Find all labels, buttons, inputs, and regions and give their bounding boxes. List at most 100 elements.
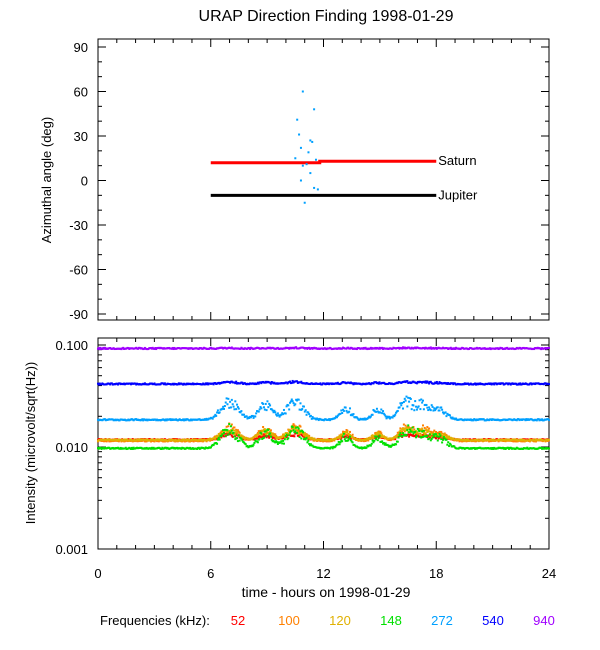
intensity-point xyxy=(238,431,241,434)
intensity-point xyxy=(397,436,400,439)
intensity-point xyxy=(454,347,457,350)
intensity-point xyxy=(309,444,312,447)
time-xtick-labels: 0 6 12 18 24 xyxy=(94,566,556,581)
intensity-point xyxy=(211,417,214,420)
intensity-point xyxy=(337,436,340,439)
intensity-point xyxy=(421,401,424,404)
intensity-point xyxy=(311,416,314,419)
intensity-point xyxy=(282,437,285,440)
intensity-point xyxy=(252,438,255,441)
intensity-point xyxy=(428,427,431,430)
intensity-point xyxy=(435,380,438,383)
intensity-point xyxy=(282,408,285,411)
intensity-point xyxy=(428,382,431,385)
intensity-point xyxy=(349,439,352,442)
intensity-point xyxy=(291,427,294,430)
intensity-point xyxy=(393,415,396,418)
intensity-point xyxy=(217,436,220,439)
intensity-point xyxy=(377,382,380,385)
azimuth-ytick-label: 0 xyxy=(81,174,88,189)
intensity-point xyxy=(133,438,136,441)
intensity-point xyxy=(406,428,409,431)
intensity-point xyxy=(441,411,444,414)
intensity-point xyxy=(376,410,379,413)
intensity-point xyxy=(420,398,423,401)
intensity-point xyxy=(382,412,385,415)
intensity-point xyxy=(287,404,290,407)
intensity-point xyxy=(365,446,368,449)
intensity-point xyxy=(233,435,236,438)
azimuth-point xyxy=(311,140,314,143)
intensity-point xyxy=(313,437,316,440)
intensity-point xyxy=(180,447,183,450)
intensity-point xyxy=(541,418,544,421)
intensity-point xyxy=(308,434,311,437)
intensity-point xyxy=(226,403,229,406)
intensity-point xyxy=(308,436,311,439)
intensity-point xyxy=(378,434,381,437)
intensity-point xyxy=(276,437,279,440)
intensity-point xyxy=(335,416,338,419)
intensity-plot-frame xyxy=(97,337,550,550)
intensity-point xyxy=(407,433,410,436)
intensity-point xyxy=(308,346,311,349)
intensity-point xyxy=(336,443,339,446)
intensity-point xyxy=(429,380,432,383)
intensity-point xyxy=(398,433,401,436)
intensity-point xyxy=(451,416,454,419)
intensity-point xyxy=(349,435,352,438)
intensity-point xyxy=(344,439,347,442)
intensity-point xyxy=(262,430,265,433)
intensity-point xyxy=(396,440,399,443)
intensity-point xyxy=(128,439,131,442)
azimuth-point xyxy=(309,139,312,142)
intensity-point xyxy=(295,426,298,429)
intensity-point xyxy=(395,411,398,414)
intensity-point xyxy=(419,408,422,411)
intensity-point xyxy=(467,382,470,385)
intensity-point xyxy=(259,436,262,439)
intensity-point xyxy=(329,447,332,450)
intensity-point xyxy=(306,434,309,437)
intensity-point xyxy=(448,435,451,438)
intensity-point xyxy=(360,446,363,449)
intensity-point xyxy=(236,430,239,433)
intensity-point xyxy=(426,426,429,429)
intensity-point xyxy=(445,434,448,437)
intensity-point xyxy=(410,430,413,433)
intensity-point xyxy=(402,427,405,430)
intensity-point xyxy=(428,437,431,440)
intensity-point xyxy=(284,412,287,415)
intensity-point xyxy=(341,411,344,414)
intensity-point xyxy=(337,440,340,443)
intensity-point xyxy=(421,399,424,402)
intensity-point xyxy=(232,405,235,408)
intensity-point xyxy=(401,347,404,350)
intensity-point xyxy=(367,439,370,442)
intensity-point xyxy=(447,441,450,444)
intensity-point xyxy=(362,418,365,421)
intensity-point xyxy=(405,426,408,429)
intensity-point xyxy=(246,444,249,447)
intensity-point xyxy=(235,380,238,383)
intensity-point xyxy=(236,437,239,440)
intensity-point xyxy=(234,400,237,403)
intensity-point xyxy=(427,409,430,412)
intensity-point xyxy=(340,409,343,412)
intensity-point xyxy=(290,398,293,401)
intensity-point xyxy=(519,382,522,385)
intensity-point xyxy=(375,435,378,438)
intensity-point xyxy=(427,381,430,384)
intensity-point xyxy=(402,407,405,410)
intensity-point xyxy=(380,432,383,435)
intensity-point xyxy=(344,433,347,436)
intensity-point xyxy=(472,419,475,422)
intensity-point xyxy=(282,433,285,436)
intensity-point xyxy=(445,438,448,441)
intensity-point xyxy=(421,427,424,430)
intensity-point xyxy=(270,433,273,436)
intensity-point xyxy=(309,414,312,417)
intensity-point xyxy=(381,412,384,415)
intensity-point xyxy=(229,431,232,434)
intensity-point xyxy=(290,381,293,384)
